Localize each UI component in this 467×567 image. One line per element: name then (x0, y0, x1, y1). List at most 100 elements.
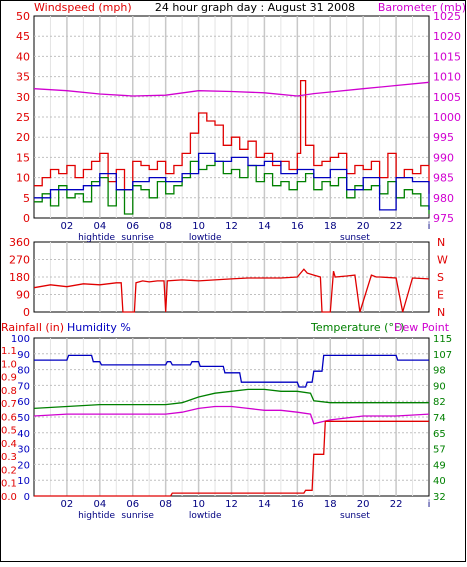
baro-tick-label: 1015 (433, 50, 461, 63)
temp-tick-label: 40 (433, 476, 446, 487)
wind-tick-label: 15 (16, 151, 30, 164)
rain-tick-label: 0.1 (1, 479, 17, 490)
wind-tick-label: 30 (16, 91, 30, 104)
hour-tick-label: 20 (357, 499, 370, 510)
rain-tick-label: 0.3 (1, 452, 17, 463)
event-label: hightide (78, 233, 115, 243)
humidity-tick-label: 60 (17, 397, 30, 408)
baro-tick-label: 1025 (433, 10, 461, 23)
event-label: sunrise (121, 511, 154, 521)
humidity-tick-label: 20 (17, 460, 30, 471)
temp-tick-label: 82 (433, 397, 446, 408)
wind-tick-label: 0 (23, 212, 30, 225)
baro-tick-label: 985 (433, 172, 454, 185)
temp-tick-label: 115 (433, 334, 452, 345)
rain-title: Rainfall (in) (1, 321, 64, 334)
direction-tick-label: 180 (9, 271, 30, 284)
temp-tick-label: 107 (433, 350, 452, 361)
humidity-tick-label: 40 (17, 429, 30, 440)
event-label: sunset (340, 233, 370, 243)
dew-title: Dew Point (394, 321, 450, 334)
temp-tick-label: 98 (433, 366, 446, 377)
series-line-dew-point (33, 405, 430, 425)
wind-tick-label: 5 (23, 192, 30, 205)
series-line-gust-average (34, 152, 430, 211)
hour-tick-label: 04 (93, 221, 106, 232)
hour-tick-label: 22 (390, 221, 403, 232)
rain-tick-label: 0.7 (1, 399, 17, 410)
series-line-rainfall-in- (34, 420, 429, 497)
compass-label: N (437, 236, 445, 249)
rain-tick-label: 0.9 (1, 373, 17, 384)
baro-tick-label: 995 (433, 131, 454, 144)
hour-tick-label: 12 (225, 221, 238, 232)
hour-tick-label: 14 (258, 499, 271, 510)
humidity-tick-label: 90 (17, 350, 30, 361)
rain-tick-label: 0.2 (1, 465, 17, 476)
baro-tick-label: 1000 (433, 111, 461, 124)
compass-label: S (437, 271, 444, 284)
rain-tick-label: 1.0 (1, 359, 17, 370)
humidity-tick-label: 100 (11, 334, 30, 345)
event-label: lowtide (189, 511, 222, 521)
humidity-tick-label: 50 (17, 413, 30, 424)
compass-label: N (437, 306, 445, 319)
event-label: hightide (78, 511, 115, 521)
wind-tick-label: 45 (16, 30, 30, 43)
baro-tick-label: 990 (433, 151, 454, 164)
wind-barometer-panel: 0510152025303540455097598098599099510001… (16, 10, 461, 225)
hour-tick-label: 02 (61, 221, 74, 232)
wind-tick-label: 40 (16, 50, 30, 63)
temp-tick-label: 49 (433, 460, 446, 471)
wind-tick-label: 50 (16, 10, 30, 23)
wind-tick-label: 10 (16, 172, 30, 185)
hour-tick-label: 18 (324, 221, 337, 232)
baro-tick-label: 1005 (433, 91, 461, 104)
baro-tick-label: 980 (433, 192, 454, 205)
temp-tick-label: 57 (433, 445, 446, 456)
hour-tick-label: 04 (93, 499, 106, 510)
rain-tick-label: 0.8 (1, 386, 17, 397)
event-label: sunset (340, 511, 370, 521)
hour-tick-label: 10 (192, 499, 205, 510)
baro-tick-label: 1020 (433, 30, 461, 43)
baro-tick-label: 1010 (433, 71, 461, 84)
hour-tick-label: 20 (357, 221, 370, 232)
wind-title: Windspeed (mph) (34, 1, 132, 14)
temp-tick-label: 65 (433, 429, 446, 440)
hour-tick-label: 16 (291, 221, 304, 232)
hour-tick-label: 14 (258, 221, 271, 232)
direction-tick-label: 0 (23, 306, 30, 319)
series-line-humidity- (34, 354, 429, 388)
direction-tick-label: 90 (16, 289, 30, 302)
hour-tick-label: i (428, 499, 431, 510)
graph-title: 24 hour graph day : August 31 2008 (155, 1, 355, 14)
hour-tick-label: 22 (390, 499, 403, 510)
temp-title: Temperature (°F) (310, 321, 405, 334)
compass-label: W (437, 254, 448, 267)
wind-tick-label: 35 (16, 71, 30, 84)
hour-tick-label: 08 (159, 499, 172, 510)
direction-tick-label: 270 (9, 254, 30, 267)
rain-tick-label: 1.1 (1, 346, 17, 357)
rain-tick-label: 0.5 (1, 426, 17, 437)
humidity-tick-label: 80 (17, 366, 30, 377)
hour-tick-label: i (428, 221, 431, 232)
hour-tick-label: 06 (126, 221, 139, 232)
direction-tick-label: 360 (9, 236, 30, 249)
event-label: lowtide (189, 233, 222, 243)
humidity-tick-label: 0 (24, 492, 30, 503)
humidity-title: Humidity % (67, 321, 131, 334)
wind-tick-label: 20 (16, 131, 30, 144)
temp-tick-label: 74 (433, 413, 446, 424)
humidity-tick-label: 30 (17, 445, 30, 456)
hour-tick-label: 18 (324, 499, 337, 510)
wind-tick-label: 25 (16, 111, 30, 124)
rain-tick-label: 0.0 (1, 492, 17, 503)
hour-tick-label: 10 (192, 221, 205, 232)
hour-tick-label: 12 (225, 499, 238, 510)
series-line-windspeed-mph- (34, 79, 430, 194)
baro-title: Barometer (mb) (378, 1, 466, 14)
